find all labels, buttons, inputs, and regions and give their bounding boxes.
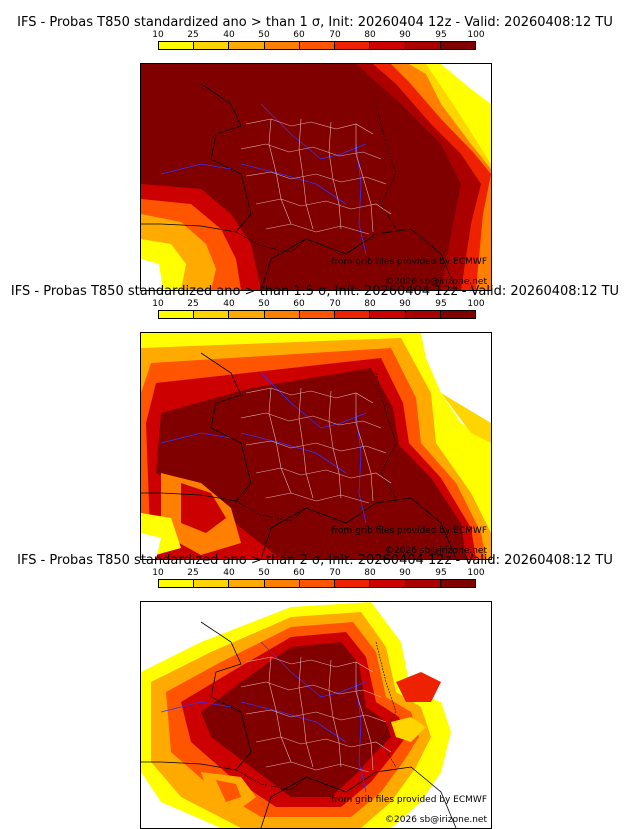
colorbar-swatch: [229, 580, 265, 587]
probability-map: from grib files provided by ECMWF ©2026 …: [140, 63, 492, 291]
colorbar-label: 90: [399, 299, 411, 309]
colorbar-swatch: [370, 580, 406, 587]
colorbar-label: 40: [223, 30, 235, 40]
colorbar-labels: 10 25 40 50 60 70 80 90 95 100: [152, 299, 484, 310]
colorbar-label: 50: [258, 568, 270, 578]
credit-copyright: ©2026 sb@irizone.net: [385, 277, 487, 287]
colorbar-swatch: [440, 580, 475, 587]
probability-map: from grib files provided by ECMWF ©2026 …: [140, 332, 492, 560]
colorbar-label: 25: [187, 568, 199, 578]
colorbar-swatch: [194, 580, 230, 587]
colorbar-label: 60: [293, 30, 305, 40]
colorbar-label: 90: [399, 30, 411, 40]
colorbar-label: 95: [435, 30, 447, 40]
map-graphic: [141, 602, 491, 828]
credit-source: from grib files provided by ECMWF: [331, 795, 487, 805]
panel-title: IFS - Probas T850 standardized ano > tha…: [17, 15, 613, 30]
credit-source: from grib files provided by ECMWF: [331, 257, 487, 267]
colorbar-label: 50: [258, 30, 270, 40]
credit-source: from grib files provided by ECMWF: [331, 526, 487, 536]
colorbar-label: 95: [435, 568, 447, 578]
colorbar-label: 90: [399, 568, 411, 578]
colorbar-swatch: [405, 42, 441, 49]
map-graphic: [141, 64, 491, 290]
colorbar-label: 80: [364, 299, 376, 309]
colorbar-swatch: [159, 311, 195, 318]
colorbar: [158, 310, 476, 319]
colorbar-swatch: [405, 311, 441, 318]
colorbar-label: 60: [293, 299, 305, 309]
colorbar-label: 70: [329, 568, 341, 578]
colorbar-swatch: [335, 42, 371, 49]
colorbar: [158, 41, 476, 50]
colorbar-swatch: [264, 580, 300, 587]
map-panel-2sigma: IFS - Probas T850 standardized ano > tha…: [0, 553, 630, 829]
credit-copyright: ©2026 sb@irizone.net: [385, 815, 487, 825]
colorbar-labels: 10 25 40 50 60 70 80 90 95 100: [152, 30, 484, 41]
colorbar-swatch: [194, 42, 230, 49]
colorbar-label: 100: [467, 299, 485, 309]
colorbar-swatch: [264, 42, 300, 49]
colorbar-swatch: [299, 311, 336, 318]
colorbar-swatch: [405, 580, 441, 587]
colorbar-label: 10: [152, 299, 164, 309]
colorbar-label: 80: [364, 30, 376, 40]
colorbar: [158, 579, 476, 588]
colorbar-label: 50: [258, 299, 270, 309]
colorbar-label: 10: [152, 30, 164, 40]
credit-copyright: ©2026 sb@irizone.net: [385, 546, 487, 556]
colorbar-swatch: [264, 311, 300, 318]
colorbar-label: 100: [467, 30, 485, 40]
colorbar-swatch: [159, 42, 195, 49]
colorbar-label: 80: [364, 568, 376, 578]
colorbar-label: 60: [293, 568, 305, 578]
colorbar-label: 70: [329, 30, 341, 40]
panel-title: IFS - Probas T850 standardized ano > tha…: [17, 553, 613, 568]
colorbar-swatch: [229, 311, 265, 318]
map-panel-1sigma: IFS - Probas T850 standardized ano > tha…: [0, 15, 630, 291]
probability-map: from grib files provided by ECMWF ©2026 …: [140, 601, 492, 829]
colorbar-swatch: [370, 311, 406, 318]
map-panel-1p5sigma: IFS - Probas T850 standardized ano > tha…: [0, 284, 630, 560]
panel-title: IFS - Probas T850 standardized ano > tha…: [10, 284, 620, 299]
colorbar-swatch: [335, 580, 371, 587]
colorbar-label: 40: [223, 568, 235, 578]
colorbar-label: 25: [187, 30, 199, 40]
map-graphic: [141, 333, 491, 559]
colorbar-label: 70: [329, 299, 341, 309]
colorbar-swatch: [440, 311, 475, 318]
colorbar-swatch: [440, 42, 475, 49]
colorbar-label: 25: [187, 299, 199, 309]
colorbar-swatch: [159, 580, 195, 587]
colorbar-swatch: [335, 311, 371, 318]
colorbar-swatch: [299, 42, 336, 49]
colorbar-swatch: [194, 311, 230, 318]
colorbar-label: 95: [435, 299, 447, 309]
colorbar-label: 100: [467, 568, 485, 578]
colorbar-label: 40: [223, 299, 235, 309]
colorbar-labels: 10 25 40 50 60 70 80 90 95 100: [152, 568, 484, 579]
colorbar-label: 10: [152, 568, 164, 578]
colorbar-swatch: [299, 580, 336, 587]
colorbar-swatch: [229, 42, 265, 49]
colorbar-swatch: [370, 42, 406, 49]
